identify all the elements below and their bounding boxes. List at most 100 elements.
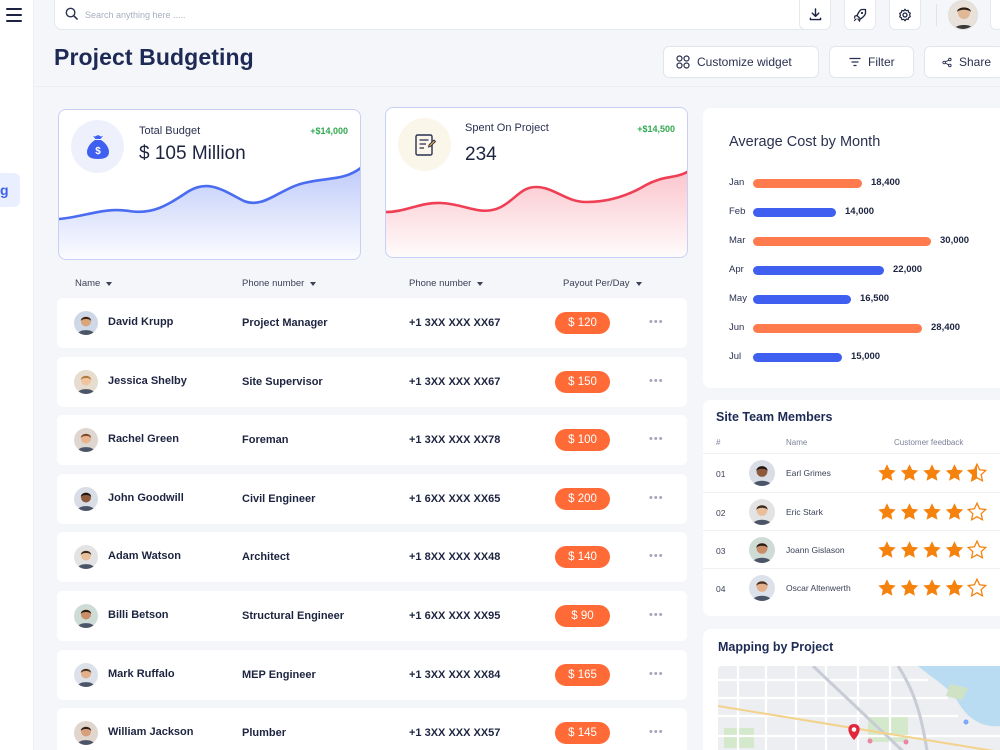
star-rating <box>878 501 988 522</box>
caret-down-icon <box>635 281 642 286</box>
more-icon[interactable]: ••• <box>649 492 664 504</box>
kpi-sparkline <box>59 166 360 259</box>
member-phone: +1 3XX XXX XX84 <box>409 669 501 681</box>
chart-title: Average Cost by Month <box>729 134 881 150</box>
caret-down-icon <box>477 281 484 286</box>
bar-category-label: Jun <box>729 322 745 333</box>
more-icon[interactable]: ••• <box>649 668 664 680</box>
avatar <box>74 311 98 335</box>
top-divider <box>936 4 937 26</box>
avatar <box>74 721 98 745</box>
project-map[interactable] <box>718 666 1000 750</box>
table-row[interactable]: Billi Betson Structural Engineer +1 6XX XX… <box>57 591 687 641</box>
search-input[interactable] <box>85 6 785 24</box>
more-icon[interactable]: ••• <box>649 550 664 562</box>
top-bar <box>34 0 1000 30</box>
receipt-icon <box>398 118 451 171</box>
avatar <box>74 663 98 687</box>
download-button[interactable] <box>799 0 831 30</box>
team-member-name: Oscar Altenwerth <box>786 583 851 593</box>
column-header-payout[interactable]: Payout Per/Day <box>563 278 642 289</box>
member-name: David Krupp <box>108 316 174 328</box>
bar[interactable] <box>753 208 836 217</box>
kpi-delta: +$14,500 <box>637 124 675 134</box>
money-bag-icon: $ <box>71 120 124 173</box>
avatar <box>749 575 775 601</box>
table-row[interactable]: Rachel Green Foreman +1 3XX XXX XX78 $ 100 •… <box>57 415 687 465</box>
member-phone: +1 3XX XXX XX67 <box>409 376 501 388</box>
search-icon <box>65 7 78 20</box>
rocket-button[interactable] <box>844 0 876 30</box>
site-team-card: Site Team Members # Name Customer feedba… <box>703 400 1000 616</box>
table-row[interactable]: David Krupp Project Manager +1 3XX XXX XX6… <box>57 298 687 348</box>
column-header-label: Payout Per/Day <box>563 278 630 289</box>
bar-category-label: Mar <box>729 235 746 246</box>
table-row[interactable]: John Goodwill Civil Engineer +1 6XX XXX XX… <box>57 474 687 524</box>
bar[interactable] <box>753 324 922 333</box>
bar[interactable] <box>753 353 842 362</box>
bar-value-label: 28,400 <box>931 322 961 333</box>
more-icon[interactable]: ••• <box>649 433 664 445</box>
header-divider <box>34 86 1000 87</box>
column-header-phone[interactable]: Phone number <box>409 278 484 289</box>
column-header-role[interactable]: Phone number <box>242 278 317 289</box>
team-row[interactable]: 03 Joann Gislason <box>703 530 1000 568</box>
member-phone: +1 3XX XXX XX67 <box>409 317 501 329</box>
payout-badge: $ 150 <box>555 371 610 393</box>
table-row[interactable]: Mark Ruffalo MEP Engineer +1 3XX XXX XX84 $… <box>57 650 687 700</box>
member-role: Structural Engineer <box>242 610 345 622</box>
member-name: Mark Ruffalo <box>108 668 175 680</box>
bar[interactable] <box>753 237 931 246</box>
map-pin-icon[interactable] <box>848 724 860 740</box>
share-icon <box>942 57 952 67</box>
share-button[interactable]: Share <box>924 46 1000 78</box>
filter-button[interactable]: Filter <box>829 46 914 78</box>
avatar <box>74 604 98 628</box>
kpi-card-total-budget[interactable]: $ Total Budget $ 105 Million +$14,000 <box>58 109 361 260</box>
search-bar <box>54 0 821 30</box>
payout-badge: $ 100 <box>555 429 610 451</box>
column-header-label: Phone number <box>242 278 305 289</box>
member-role: Foreman <box>242 434 289 446</box>
kpi-sparkline <box>386 170 687 257</box>
share-label: Share <box>958 55 991 69</box>
more-icon[interactable]: ••• <box>649 609 664 621</box>
kpi-value: $ 105 Million <box>139 143 246 164</box>
avatar[interactable] <box>948 0 978 30</box>
table-row[interactable]: William Jackson Plumber +1 3XX XXX XX57 $ 1… <box>57 708 687 750</box>
member-phone: +1 6XX XXX XX95 <box>409 610 501 622</box>
more-icon[interactable]: ••• <box>649 375 664 387</box>
column-header-label: Phone number <box>409 278 472 289</box>
avatar <box>74 370 98 394</box>
column-header-name[interactable]: Name <box>75 278 113 289</box>
filter-label: Filter <box>868 55 895 69</box>
settings-button[interactable] <box>889 0 921 30</box>
more-icon[interactable]: ••• <box>649 316 664 328</box>
team-member-name: Earl Grimes <box>786 468 831 478</box>
top-button-edge[interactable] <box>990 0 1000 30</box>
bar-category-label: May <box>729 293 747 304</box>
member-phone: +1 8XX XXX XX48 <box>409 551 501 563</box>
table-row[interactable]: Jessica Shelby Site Supervisor +1 3XX XXX … <box>57 357 687 407</box>
bar[interactable] <box>753 266 884 275</box>
star-rating <box>878 539 988 560</box>
kpi-delta: +$14,000 <box>310 126 348 136</box>
bar-value-label: 14,000 <box>845 206 875 217</box>
caret-down-icon <box>310 281 317 286</box>
member-name: Rachel Green <box>108 433 179 445</box>
more-icon[interactable]: ••• <box>649 726 664 738</box>
payout-badge: $ 200 <box>555 488 610 510</box>
table-row[interactable]: Adam Watson Architect +1 8XX XXX XX48 $ 140… <box>57 532 687 582</box>
team-row[interactable]: 04 Oscar Altenwerth <box>703 568 1000 606</box>
hamburger-icon[interactable] <box>6 8 22 22</box>
customize-widget-button[interactable]: Customize widget <box>663 46 819 78</box>
team-row[interactable]: 02 Eric Stark <box>703 492 1000 530</box>
bar[interactable] <box>753 179 862 188</box>
team-header-name: Name <box>786 438 808 447</box>
team-index: 02 <box>716 508 726 518</box>
member-name: William Jackson <box>108 726 194 738</box>
sidebar-item-active[interactable]: g <box>0 173 20 207</box>
team-row[interactable]: 01 Earl Grimes <box>703 453 1000 491</box>
kpi-card-spent-on-project[interactable]: Spent On Project 234 +$14,500 <box>385 107 688 258</box>
bar[interactable] <box>753 295 851 304</box>
